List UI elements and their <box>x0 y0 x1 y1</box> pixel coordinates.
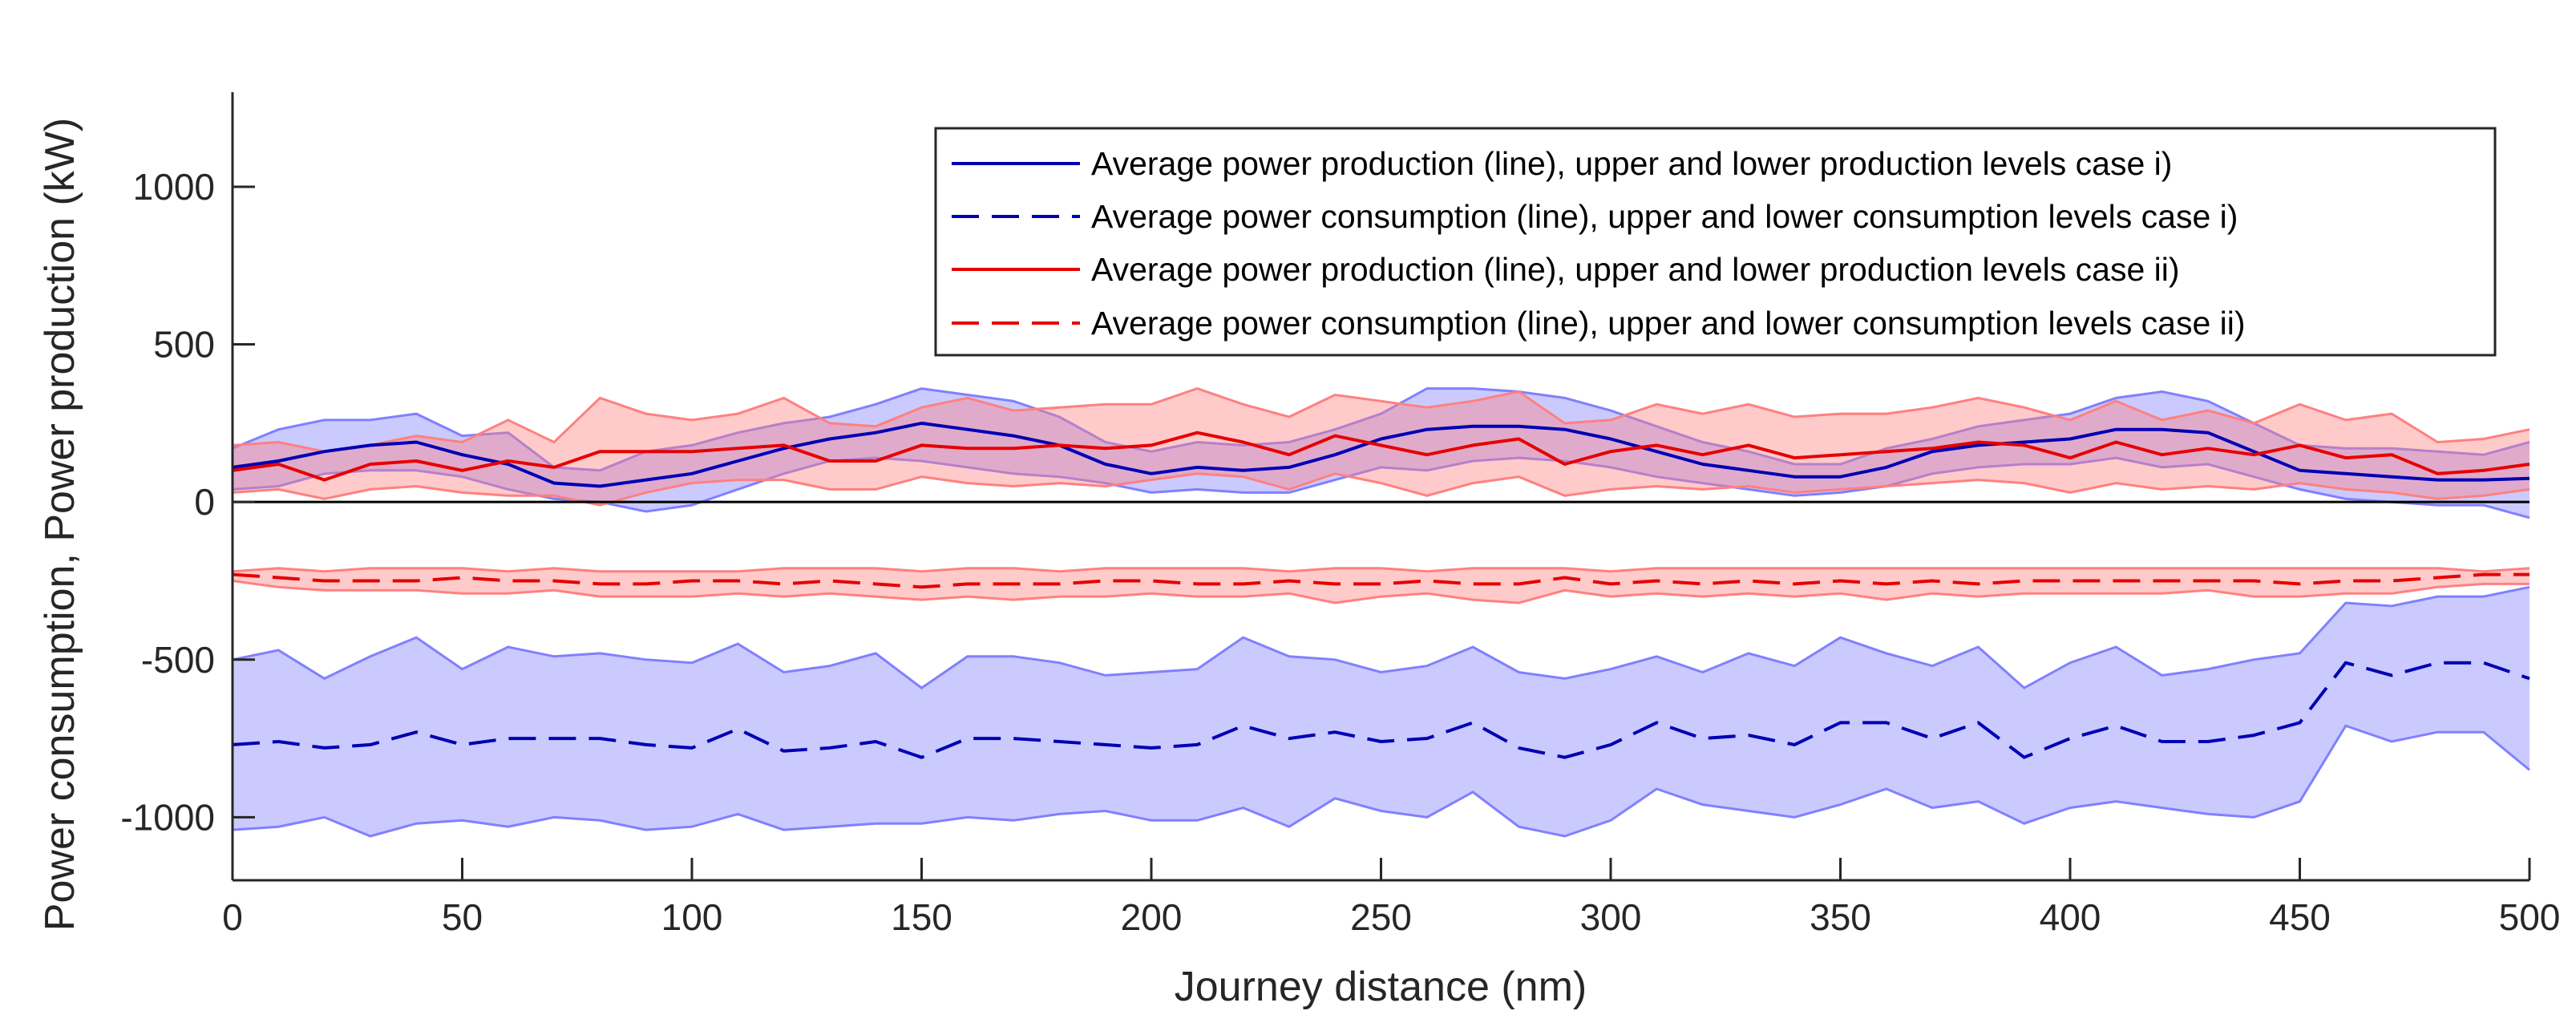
band-upper-consumption-case-i <box>232 585 2530 689</box>
legend-label-consumption-case-i: Average power consumption (line), upper … <box>1091 198 2238 235</box>
x-tick-label: 150 <box>891 896 952 938</box>
series-lines <box>232 421 2530 759</box>
mean-line-production-case-ii <box>232 431 2530 482</box>
y-tick-label: 500 <box>153 324 215 366</box>
band-lower-consumption-case-ii <box>232 580 2529 604</box>
x-tick-label: 500 <box>2499 896 2561 938</box>
y-tick-label: 0 <box>194 481 215 523</box>
confidence-bands <box>232 387 2530 838</box>
legend-label-consumption-case-ii: Average power consumption (line), upper … <box>1091 305 2246 342</box>
x-tick-label: 400 <box>2040 896 2101 938</box>
band-upper-consumption-case-ii <box>232 567 2530 573</box>
legend-box <box>934 127 2497 357</box>
x-tick-label: 300 <box>1580 896 1642 938</box>
x-axis-label: Journey distance (nm) <box>1175 964 1587 1010</box>
x-tick-label: 0 <box>222 896 243 938</box>
legend-label-production-case-ii: Average power production (line), upper a… <box>1091 251 2180 288</box>
x-tick-label: 50 <box>442 896 483 938</box>
band-lower-production-case-i <box>232 456 2530 520</box>
legend: Average power production (line), upper a… <box>934 127 2497 357</box>
band-upper-production-case-i <box>232 387 2530 472</box>
x-tick-label: 250 <box>1350 896 1412 938</box>
legend-label-production-case-i: Average power production (line), upper a… <box>1091 145 2172 182</box>
x-tick-label: 450 <box>2269 896 2331 938</box>
band-lower-consumption-case-i <box>232 724 2530 838</box>
y-tick-label: 1000 <box>133 166 215 208</box>
x-tick-label: 200 <box>1121 896 1183 938</box>
y-axis-label: Power consumption, Power production (kW) <box>37 118 83 931</box>
mean-line-consumption-case-i <box>232 661 2530 759</box>
y-tick-label: -500 <box>141 639 215 681</box>
mean-line-production-case-i <box>232 421 2530 488</box>
mean-line-consumption-case-ii <box>232 572 2529 589</box>
y-tick-label: -1000 <box>120 796 215 838</box>
x-tick-label: 350 <box>1810 896 1871 938</box>
axes: 0 50 100 150 200 250 300 350 400 450 500 -1000 -500 0… <box>120 92 2560 938</box>
band-upper-production-case-ii <box>232 387 2530 453</box>
x-tick-label: 100 <box>661 896 723 938</box>
band-consumption-case-i <box>233 587 2529 836</box>
